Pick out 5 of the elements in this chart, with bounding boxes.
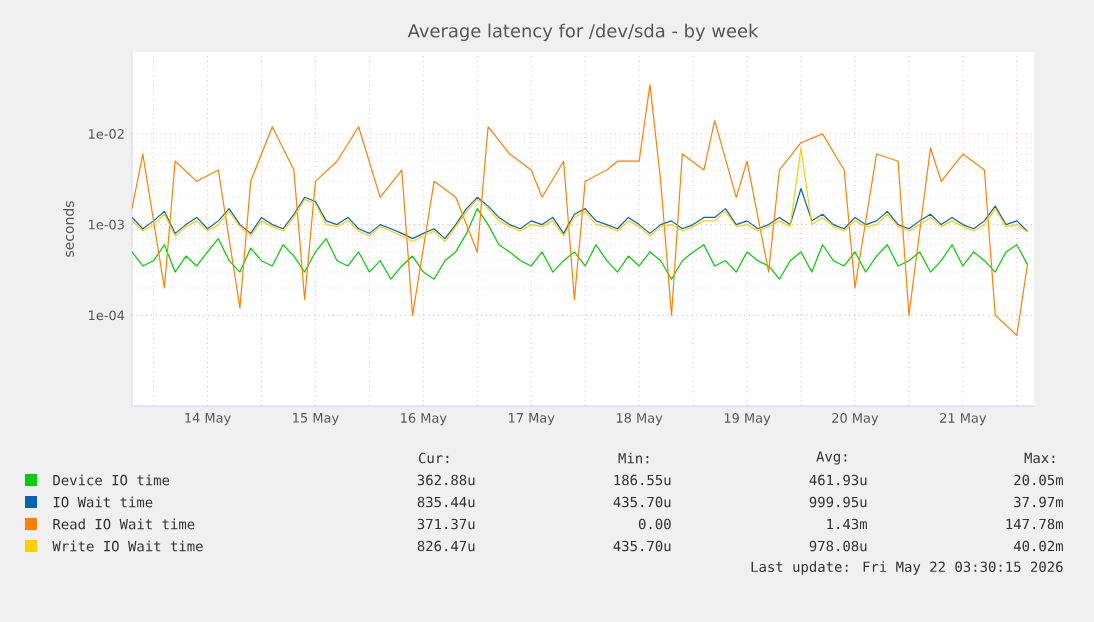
line-series	[132, 83, 1029, 337]
line-series	[132, 147, 1029, 243]
line-series	[132, 208, 1029, 280]
chart-title: Average latency for /dev/sda - by week	[407, 23, 759, 41]
line-series	[132, 187, 1029, 240]
